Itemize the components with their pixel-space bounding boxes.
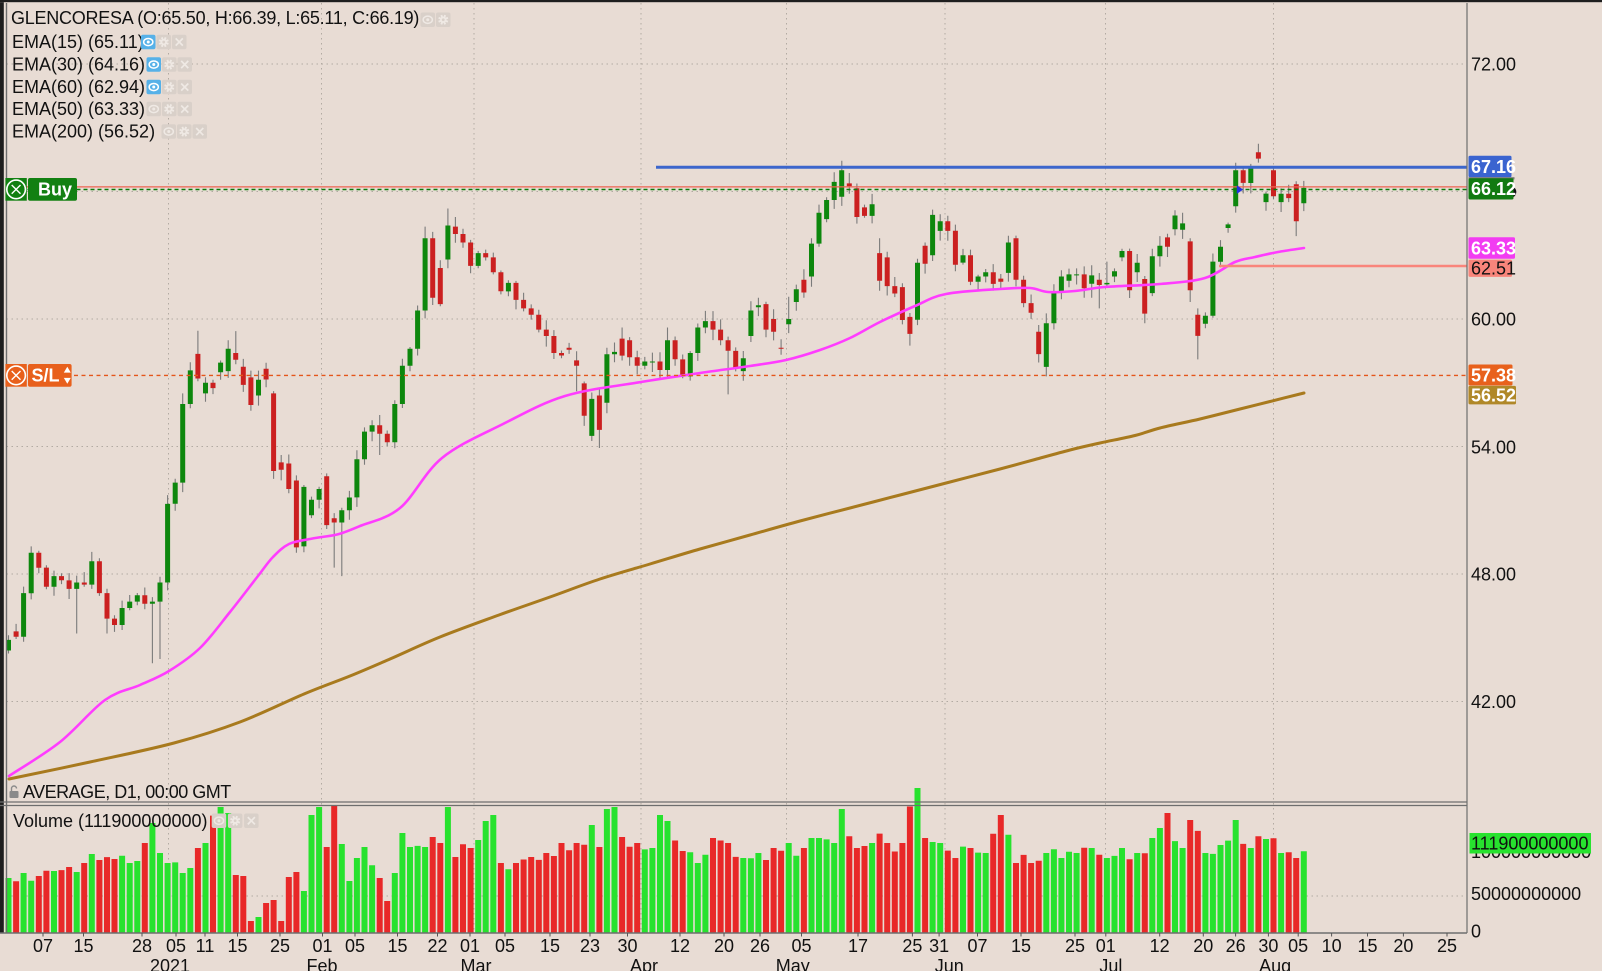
svg-text:EMA(200) (56.52): EMA(200) (56.52) bbox=[12, 122, 155, 142]
svg-text:05: 05 bbox=[1288, 936, 1308, 956]
svg-text:15: 15 bbox=[540, 936, 560, 956]
svg-text:62.51: 62.51 bbox=[1471, 259, 1516, 279]
svg-text:30: 30 bbox=[617, 936, 637, 956]
svg-text:Volume (111900000000): Volume (111900000000) bbox=[13, 811, 207, 831]
svg-text:07: 07 bbox=[33, 936, 53, 956]
svg-text:20: 20 bbox=[1393, 936, 1413, 956]
svg-text:Aug: Aug bbox=[1259, 956, 1291, 971]
svg-text:0: 0 bbox=[1471, 922, 1481, 942]
svg-text:30: 30 bbox=[1258, 936, 1278, 956]
svg-text:Buy: Buy bbox=[38, 180, 72, 200]
svg-text:15: 15 bbox=[227, 936, 247, 956]
svg-text:72.00: 72.00 bbox=[1471, 54, 1516, 74]
svg-text:54.00: 54.00 bbox=[1471, 437, 1516, 457]
svg-text:EMA(30) (64.16): EMA(30) (64.16) bbox=[12, 55, 145, 75]
svg-text:25: 25 bbox=[1065, 936, 1085, 956]
svg-text:07: 07 bbox=[967, 936, 987, 956]
svg-text:20: 20 bbox=[714, 936, 734, 956]
svg-text:AVERAGE, D1, 00:00 GMT: AVERAGE, D1, 00:00 GMT bbox=[23, 782, 231, 802]
svg-text:25: 25 bbox=[270, 936, 290, 956]
svg-text:23: 23 bbox=[580, 936, 600, 956]
svg-text:25: 25 bbox=[902, 936, 922, 956]
svg-text:67.16: 67.16 bbox=[1471, 157, 1516, 177]
svg-text:26: 26 bbox=[1226, 936, 1246, 956]
svg-text:15: 15 bbox=[1011, 936, 1031, 956]
svg-text:28: 28 bbox=[132, 936, 152, 956]
svg-text:10: 10 bbox=[1322, 936, 1342, 956]
svg-text:EMA(50) (63.33): EMA(50) (63.33) bbox=[12, 99, 145, 119]
svg-text:May: May bbox=[776, 956, 810, 971]
svg-text:S/L: S/L bbox=[32, 366, 60, 386]
svg-text:GLENCORESA (O:65.50, H:66.39,: GLENCORESA (O:65.50, H:66.39, L:65.11, C… bbox=[11, 8, 419, 28]
svg-text:Apr: Apr bbox=[630, 956, 658, 971]
svg-text:111900000000: 111900000000 bbox=[1471, 834, 1588, 854]
svg-text:66.12: 66.12 bbox=[1471, 179, 1516, 199]
svg-text:60.00: 60.00 bbox=[1471, 309, 1516, 329]
svg-text:12: 12 bbox=[1150, 936, 1170, 956]
svg-text:05: 05 bbox=[791, 936, 811, 956]
svg-text:05: 05 bbox=[166, 936, 186, 956]
svg-text:57.38: 57.38 bbox=[1471, 365, 1516, 385]
svg-text:26: 26 bbox=[750, 936, 770, 956]
svg-text:56.52: 56.52 bbox=[1471, 386, 1516, 406]
svg-text:11: 11 bbox=[196, 936, 215, 956]
svg-text:05: 05 bbox=[495, 936, 515, 956]
svg-text:EMA(15) (65.11): EMA(15) (65.11) bbox=[12, 32, 144, 52]
svg-text:05: 05 bbox=[345, 936, 365, 956]
svg-text:2021: 2021 bbox=[150, 956, 190, 971]
svg-text:31: 31 bbox=[929, 936, 949, 956]
svg-text:15: 15 bbox=[1357, 936, 1377, 956]
svg-text:Jul: Jul bbox=[1099, 956, 1122, 971]
svg-text:EMA(60) (62.94): EMA(60) (62.94) bbox=[12, 77, 145, 97]
svg-text:01: 01 bbox=[460, 936, 480, 956]
svg-text:42.00: 42.00 bbox=[1471, 692, 1516, 712]
svg-text:63.33: 63.33 bbox=[1471, 238, 1516, 258]
svg-text:15: 15 bbox=[387, 936, 407, 956]
svg-text:15: 15 bbox=[73, 936, 93, 956]
svg-text:01: 01 bbox=[312, 936, 332, 956]
svg-text:17: 17 bbox=[848, 936, 868, 956]
svg-text:01: 01 bbox=[1096, 936, 1116, 956]
svg-text:Jun: Jun bbox=[935, 956, 964, 971]
svg-text:50000000000: 50000000000 bbox=[1471, 884, 1581, 904]
svg-text:25: 25 bbox=[1437, 936, 1457, 956]
svg-text:22: 22 bbox=[427, 936, 447, 956]
svg-text:20: 20 bbox=[1193, 936, 1213, 956]
svg-text:Mar: Mar bbox=[461, 956, 492, 971]
svg-text:48.00: 48.00 bbox=[1471, 564, 1516, 584]
svg-text:Feb: Feb bbox=[306, 956, 337, 971]
svg-text:12: 12 bbox=[670, 936, 690, 956]
